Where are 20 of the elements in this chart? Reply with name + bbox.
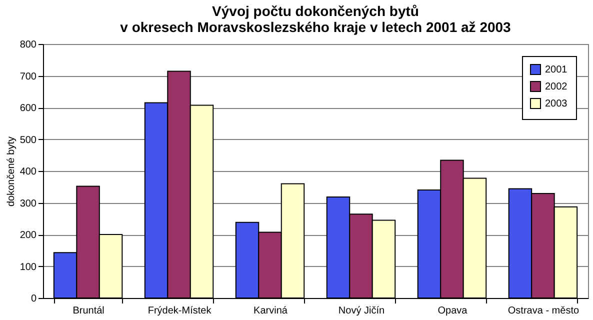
x-tick-label: Opava — [438, 306, 468, 316]
chart-title: Vývoj počtu dokončených bytů v okresech Moravskoslezského kraje v letech 2001 až 2003 — [120, 3, 512, 35]
legend-label: 2002 — [545, 82, 568, 92]
y-tick-label: 100 — [20, 262, 37, 273]
y-tick-label: 200 — [20, 230, 37, 241]
x-tick-label: Nový Jičín — [338, 306, 385, 316]
y-axis-title: dokončené byty — [6, 136, 17, 207]
y-tick-label: 800 — [20, 40, 37, 50]
y-tick-label: 700 — [20, 71, 37, 82]
y-tick-label: 600 — [20, 103, 37, 114]
y-tick-label: 300 — [20, 198, 37, 210]
y-tick-label: 0 — [30, 294, 37, 304]
x-tick-label: Frýdek-Místek — [148, 306, 212, 316]
x-tick-label: Ostrava - město — [508, 306, 580, 316]
x-tick-label: Bruntál — [72, 306, 104, 316]
y-tick-label: 400 — [20, 166, 37, 178]
y-tick-label: 500 — [20, 134, 37, 146]
legend-label: 2003 — [545, 98, 568, 110]
legend-label: 2001 — [545, 64, 568, 76]
x-tick-label: Karviná — [254, 306, 288, 316]
